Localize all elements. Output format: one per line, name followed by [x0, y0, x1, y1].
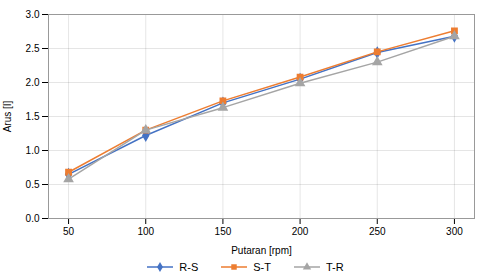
svg-text:100: 100 [137, 226, 154, 237]
svg-text:Putaran [rpm]: Putaran [rpm] [231, 245, 292, 256]
svg-text:1.0: 1.0 [26, 145, 40, 156]
html-text:S-T: S-T [253, 261, 271, 273]
svg-text:Arus [I]: Arus [I] [2, 100, 13, 132]
html-text:T-R: T-R [326, 261, 344, 273]
svg-text:3.0: 3.0 [26, 9, 40, 20]
svg-text:1.5: 1.5 [26, 111, 40, 122]
svg-text:2.5: 2.5 [26, 43, 40, 54]
svg-text:0.0: 0.0 [26, 213, 40, 224]
svg-text:0.5: 0.5 [26, 179, 40, 190]
svg-text:2.0: 2.0 [26, 77, 40, 88]
svg-text:150: 150 [215, 226, 232, 237]
svg-text:300: 300 [446, 226, 463, 237]
svg-text:50: 50 [63, 226, 75, 237]
html-text:R-S: R-S [179, 261, 199, 273]
svg-text:200: 200 [292, 226, 309, 237]
svg-text:250: 250 [369, 226, 386, 237]
